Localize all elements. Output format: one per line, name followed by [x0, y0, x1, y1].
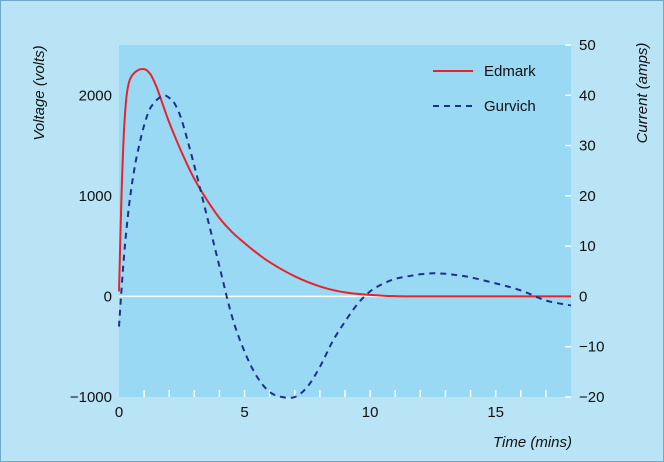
x-tick-label: 15	[487, 404, 504, 421]
series-line-edmark	[118, 68, 571, 298]
y-left-tick-label: −1000	[70, 389, 112, 406]
y-right-tick-label: 30	[579, 138, 596, 155]
legend-label-gurvich: Gurvich	[484, 98, 536, 115]
series-layer	[118, 68, 572, 399]
y-right-tick-label: 10	[579, 238, 596, 255]
y-right-tick-label: 0	[579, 288, 587, 305]
y-right-tick-label: −20	[579, 389, 604, 406]
x-tick-label: 10	[362, 404, 379, 421]
x-axis-title: Time (mins)	[493, 434, 572, 451]
x-tick-label: 5	[240, 404, 248, 421]
legend: Edmark Gurvich	[433, 63, 536, 115]
series-line-gurvich	[118, 94, 572, 399]
y-left-tick-label: 0	[104, 288, 112, 305]
legend-label-edmark: Edmark	[484, 63, 536, 80]
y-right-tick-label: 50	[579, 37, 596, 54]
y-left-tick-label: 1000	[79, 188, 112, 205]
plot-area	[119, 45, 571, 397]
y-right-tick-label: 40	[579, 87, 596, 104]
y-left-tick-label: 2000	[79, 87, 112, 104]
x-axis-ticks: 0 5 10 15	[115, 390, 547, 421]
y-axis-left-title: Voltage (volts)	[31, 45, 48, 140]
y-axis-right-title: Current (amps)	[634, 43, 651, 144]
y-right-tick-label: 20	[579, 188, 596, 205]
x-tick-label: 0	[115, 404, 123, 421]
y-right-tick-label: −10	[579, 339, 604, 356]
left-axis-ticks: −1000 0 1000 2000	[70, 87, 112, 406]
right-axis-ticks: −20 −10 0 10 20 30 40 50	[565, 37, 604, 406]
